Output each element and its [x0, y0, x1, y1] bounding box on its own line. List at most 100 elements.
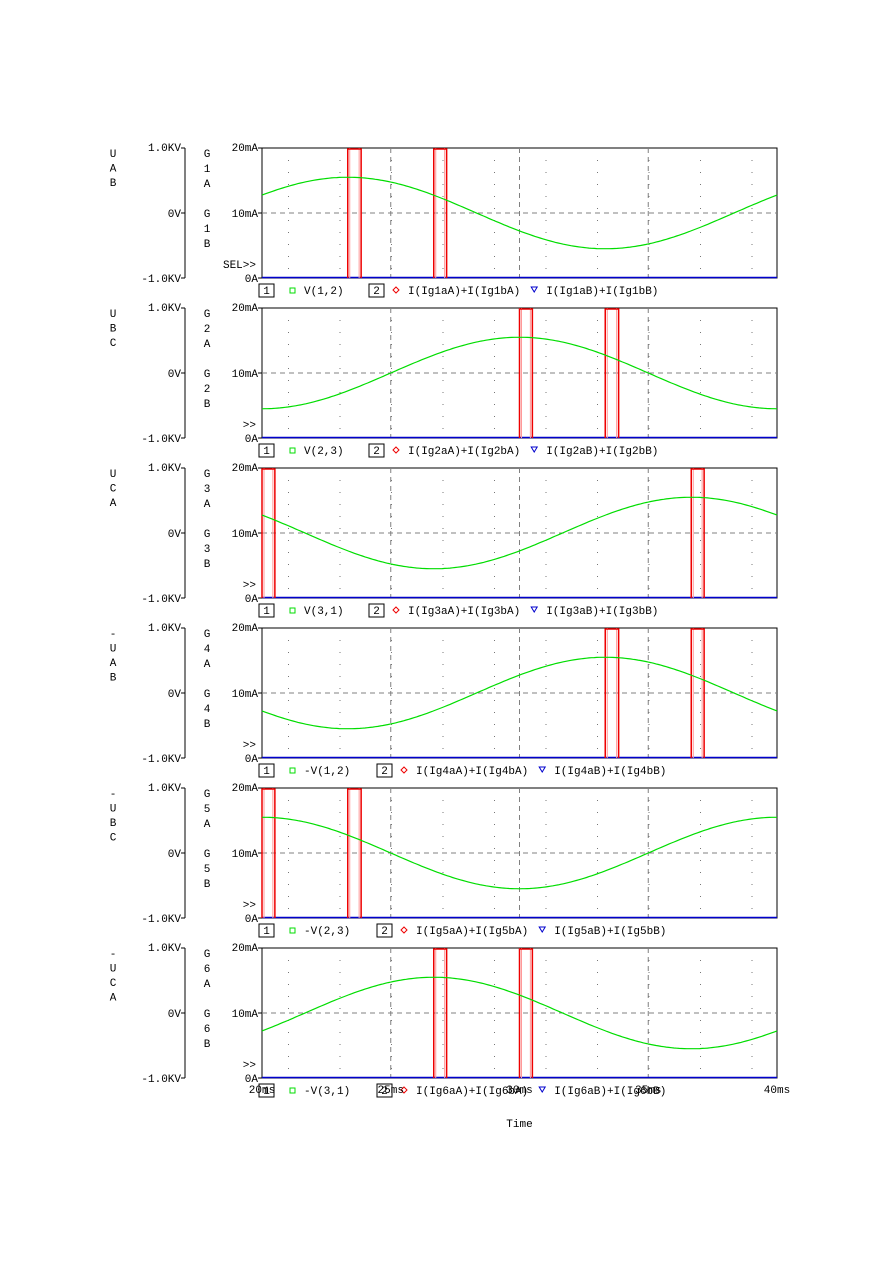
grid-dot	[597, 812, 598, 813]
grid-dot	[700, 640, 701, 641]
grid-dot	[339, 332, 341, 333]
left-axis-label: B	[110, 673, 117, 685]
x-axis-title: Time	[506, 1119, 532, 1131]
legend-series-current-b: I(Ig1aB)+I(Ig1bB)	[546, 286, 658, 298]
right-tick-label: 20mA	[232, 303, 259, 315]
grid-dot	[288, 564, 289, 565]
right-tick-label: 20mA	[232, 143, 259, 155]
grid-dot	[391, 1032, 392, 1033]
grid-dot	[700, 428, 701, 429]
grid-dot	[751, 848, 753, 849]
grid-dot	[751, 540, 753, 541]
grid-dot	[288, 428, 289, 429]
grid-dot	[597, 1008, 598, 1009]
grid-dot	[751, 688, 753, 689]
grid-dot	[442, 428, 444, 429]
grid-dot	[545, 160, 547, 161]
grid-dot	[545, 172, 547, 173]
grid-dot	[339, 640, 341, 641]
grid-dot	[442, 984, 444, 985]
grid-dot	[597, 800, 598, 801]
grid-dot	[648, 700, 650, 701]
grid-dot	[391, 504, 392, 505]
legend-series-voltage: -V(2,3)	[304, 926, 350, 938]
grid-dot	[597, 256, 598, 257]
grid-dot	[597, 232, 598, 233]
gate-pulse-2	[690, 468, 705, 598]
grid-dot	[442, 356, 444, 357]
grid-dot	[288, 480, 289, 481]
grid-dot	[494, 800, 495, 801]
grid-dot	[545, 196, 547, 197]
legend-square-marker	[289, 1087, 296, 1094]
grid-dot	[648, 1008, 650, 1009]
grid-dot	[288, 688, 289, 689]
grid-dot	[648, 220, 650, 221]
left-tick-label: 0V	[168, 1009, 182, 1021]
grid-dot	[494, 652, 495, 653]
grid-dot	[494, 380, 495, 381]
legend-number: 2	[381, 1086, 388, 1098]
grid-dot	[288, 884, 289, 885]
grid-dot	[391, 640, 392, 641]
legend-diamond-marker	[392, 446, 400, 454]
grid-dot	[648, 428, 650, 429]
grid-dot	[442, 368, 444, 369]
grid-dot	[494, 1056, 495, 1057]
grid-dot	[545, 268, 547, 269]
grid-dot	[700, 724, 701, 725]
left-axis-label: -	[110, 629, 117, 641]
grid-dot	[442, 540, 444, 541]
voltage-trace	[261, 336, 778, 410]
grid-dot	[442, 268, 444, 269]
grid-dot	[339, 232, 341, 233]
legend-box-1	[258, 283, 275, 298]
legend-box-2	[368, 443, 385, 458]
grid-dot	[700, 960, 701, 961]
left-tick-label: -1.0KV	[141, 594, 181, 606]
grid-dot	[648, 652, 650, 653]
right-axis-label: G	[204, 849, 211, 861]
grid-dot	[339, 356, 341, 357]
legend-box-1	[258, 603, 275, 618]
grid-dot	[700, 220, 701, 221]
grid-dot	[391, 676, 392, 677]
grid-dot	[597, 1056, 598, 1057]
grid-dot	[494, 244, 495, 245]
grid-dot	[648, 184, 650, 185]
grid-dot	[751, 652, 753, 653]
grid-dot	[751, 588, 753, 589]
left-axis-label: B	[110, 818, 117, 830]
grid-dot	[442, 564, 444, 565]
grid-dot	[391, 1044, 392, 1045]
grid-dot	[648, 196, 650, 197]
right-axis-label: G	[204, 1009, 211, 1021]
left-axis-label: A	[110, 498, 117, 510]
legend-series-current-a: I(Ig2aA)+I(Ig2bA)	[408, 446, 520, 458]
grid-dot	[700, 884, 701, 885]
grid-dot	[648, 676, 650, 677]
grid-dot	[442, 1008, 444, 1009]
legend-number: 1	[263, 446, 270, 458]
grid-dot	[648, 736, 650, 737]
grid-dot	[648, 320, 650, 321]
right-tick-label: 10mA	[232, 529, 259, 541]
legend-triangle-marker	[538, 766, 547, 773]
grid-dot	[751, 724, 753, 725]
grid-dot	[545, 676, 547, 677]
right-axis-label: 5	[204, 804, 211, 816]
grid-dot	[339, 860, 341, 861]
grid-dot	[391, 712, 392, 713]
grid-dot	[494, 232, 495, 233]
grid-dot	[494, 664, 495, 665]
grid-dot	[494, 416, 495, 417]
right-axis-label: A	[204, 979, 211, 991]
grid-dot	[494, 972, 495, 973]
grid-dot	[288, 1056, 289, 1057]
grid-dot	[288, 640, 289, 641]
legend-number: 2	[381, 926, 388, 938]
grid-dot	[751, 196, 753, 197]
grid-dot	[391, 320, 392, 321]
grid-dot	[751, 800, 753, 801]
grid-dot	[391, 984, 392, 985]
